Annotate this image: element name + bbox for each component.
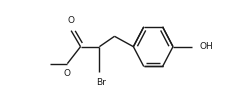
Text: O: O: [64, 69, 71, 78]
Text: Br: Br: [96, 78, 106, 87]
Text: OH: OH: [199, 42, 213, 51]
Text: O: O: [68, 16, 75, 25]
